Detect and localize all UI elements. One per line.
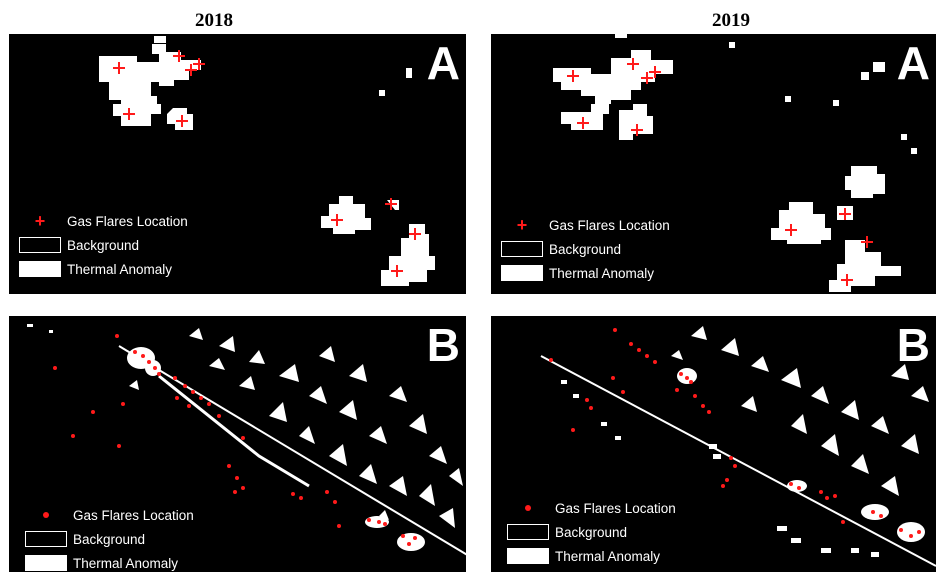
thermal-map-b-2019 — [540, 326, 936, 567]
panel-letter-b-2019: B — [896, 319, 930, 371]
legend-flares-label: Gas Flares Location — [549, 217, 670, 233]
thermal-map-b-2018 — [27, 324, 466, 556]
year-label-left: 2018 — [195, 10, 233, 31]
flare-plus-icon: + — [34, 210, 46, 231]
legend-b-2019: Gas Flares Location Background Thermal A… — [507, 496, 676, 568]
panel-a-2018: A + Gas Flares Location Background Therma… — [9, 34, 466, 294]
legend-background-label: Background — [549, 241, 622, 257]
thermal-map-a-2018 — [99, 36, 435, 286]
legend-flares-label: Gas Flares Location — [555, 500, 676, 516]
flare-dot-icon — [25, 507, 67, 523]
panel-a-2019: A + Gas Flares Location Background Therma… — [491, 34, 936, 294]
background-swatch — [25, 531, 67, 547]
anomaly-swatch — [25, 555, 67, 571]
legend-flares-label: Gas Flares Location — [73, 507, 194, 523]
legend-a-2019: + Gas Flares Location Background Thermal … — [501, 213, 670, 285]
legend-anomaly-label: Thermal Anomaly — [549, 265, 655, 281]
background-swatch — [507, 524, 549, 540]
legend-anomaly-label: Thermal Anomaly — [67, 261, 173, 277]
legend-anomaly-label: Thermal Anomaly — [73, 555, 179, 571]
flare-plus-icon: + — [516, 214, 528, 235]
legend-background-label: Background — [67, 237, 140, 253]
thermal-map-a-2019 — [553, 34, 917, 292]
anomaly-swatch — [507, 548, 549, 564]
panel-b-2018: A B Gas Flares Location Background Therm… — [9, 316, 466, 572]
legend-anomaly-label: Thermal Anomaly — [555, 548, 661, 564]
background-swatch — [19, 237, 61, 253]
panel-letter-a-2019: A — [896, 37, 930, 89]
panel-b-2019: B Gas Flares Location Background Thermal… — [491, 316, 936, 572]
legend-b-2018: Gas Flares Location Background Thermal A… — [25, 503, 194, 572]
legend-background-label: Background — [555, 524, 628, 540]
legend-flares-label: Gas Flares Location — [67, 213, 188, 229]
anomaly-swatch — [19, 261, 61, 277]
legend-a-2018: + Gas Flares Location Background Thermal … — [19, 209, 188, 281]
panel-letter-b-2018-label: B — [426, 319, 460, 371]
year-label-right: 2019 — [712, 10, 750, 31]
panel-letter-a-2018: A — [426, 37, 460, 89]
background-swatch — [501, 241, 543, 257]
anomaly-swatch — [501, 265, 543, 281]
legend-background-label: Background — [73, 531, 146, 547]
flare-dot-icon — [507, 500, 549, 516]
